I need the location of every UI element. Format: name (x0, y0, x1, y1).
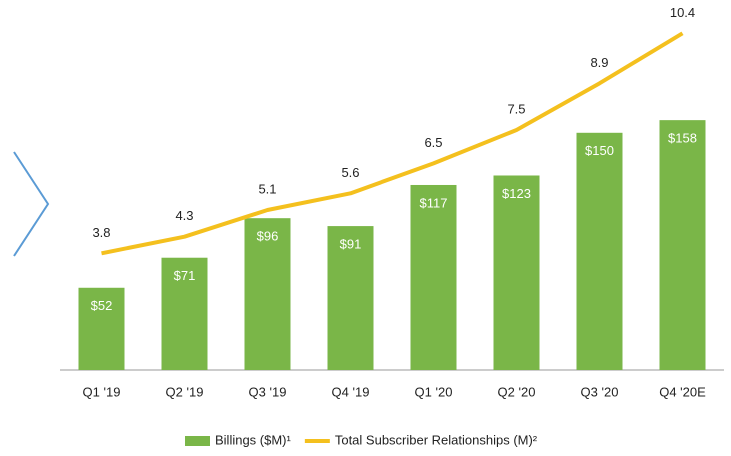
bar-value-label: $52 (91, 298, 113, 313)
legend-swatch (185, 436, 210, 446)
legend-label: Total Subscriber Relationships (M)² (335, 432, 538, 447)
x-tick-label: Q3 '20 (581, 384, 619, 399)
line-value-label: 4.3 (175, 208, 193, 223)
bar-value-label: $117 (420, 195, 448, 210)
chevron-decoration (13, 151, 50, 257)
bar (78, 287, 125, 370)
x-tick-label: Q2 '20 (498, 384, 536, 399)
x-tick-label: Q4 '19 (332, 384, 370, 399)
bar (493, 175, 540, 370)
x-tick-label: Q1 '19 (83, 384, 121, 399)
bar (327, 226, 374, 370)
line-value-label: 7.5 (507, 101, 525, 116)
x-tick-label: Q4 '20E (659, 384, 706, 399)
line-value-label: 10.4 (670, 5, 695, 20)
x-tick-label: Q2 '19 (166, 384, 204, 399)
x-tick-label: Q1 '20 (415, 384, 453, 399)
x-tick-label: Q3 '19 (249, 384, 287, 399)
bar (161, 257, 208, 370)
bar-value-label: $96 (257, 229, 279, 244)
line-value-label: 8.9 (590, 55, 608, 70)
bar-value-label: $71 (174, 268, 196, 283)
bar-value-label: $150 (585, 143, 614, 158)
line (101, 31, 684, 256)
bar (659, 120, 706, 371)
bar-value-label: $123 (502, 186, 531, 201)
bar (576, 132, 623, 370)
bar (410, 184, 457, 370)
line-value-label: 5.1 (258, 181, 276, 196)
bar (244, 218, 291, 370)
line-value-label: 5.6 (341, 165, 359, 180)
legend-label: Billings ($M)¹ (215, 432, 292, 447)
bar-value-label: $91 (340, 237, 362, 252)
line-value-label: 3.8 (92, 225, 110, 240)
line-value-label: 6.5 (424, 135, 442, 150)
bar-value-label: $158 (668, 131, 697, 146)
